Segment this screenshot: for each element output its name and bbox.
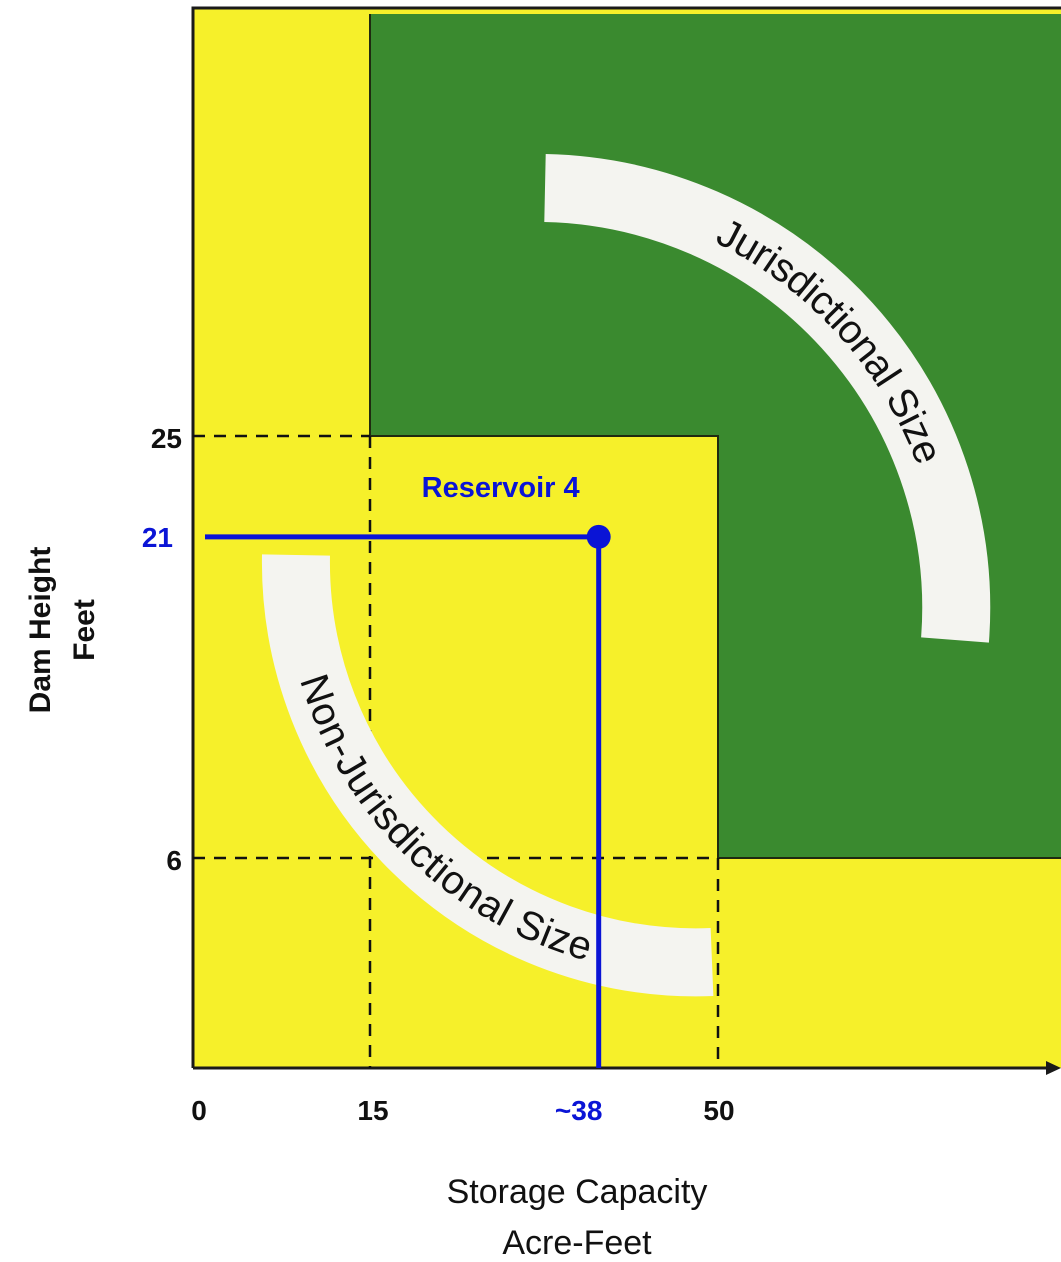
y-tick-25: 25 — [151, 423, 182, 454]
x-tick-0: 0 — [191, 1095, 207, 1126]
x-tick-50: 50 — [703, 1095, 734, 1126]
x-axis-arrow-icon — [1046, 1061, 1061, 1075]
non-jurisdictional-band — [261, 554, 714, 997]
reservoir-4-label: Reservoir 4 — [422, 472, 580, 504]
x-axis-title-line1: Storage Capacity — [447, 1173, 708, 1211]
y-axis-title-line2: Feet — [68, 599, 101, 661]
y-tick-6: 6 — [166, 845, 182, 876]
reservoir-4-point — [586, 524, 611, 549]
y-axis-title-line1: Dam Height — [24, 547, 57, 714]
jurisdictional-band — [544, 154, 991, 643]
x-axis-title-line2: Acre-Feet — [502, 1224, 652, 1262]
chart-frame — [191, 6, 1061, 1068]
jurisdictional-region-outline — [369, 14, 1061, 859]
x-tick-15: 15 — [357, 1095, 388, 1126]
x-tick-reservoir: ~38 — [555, 1095, 603, 1126]
y-tick-reservoir: 21 — [142, 522, 173, 553]
